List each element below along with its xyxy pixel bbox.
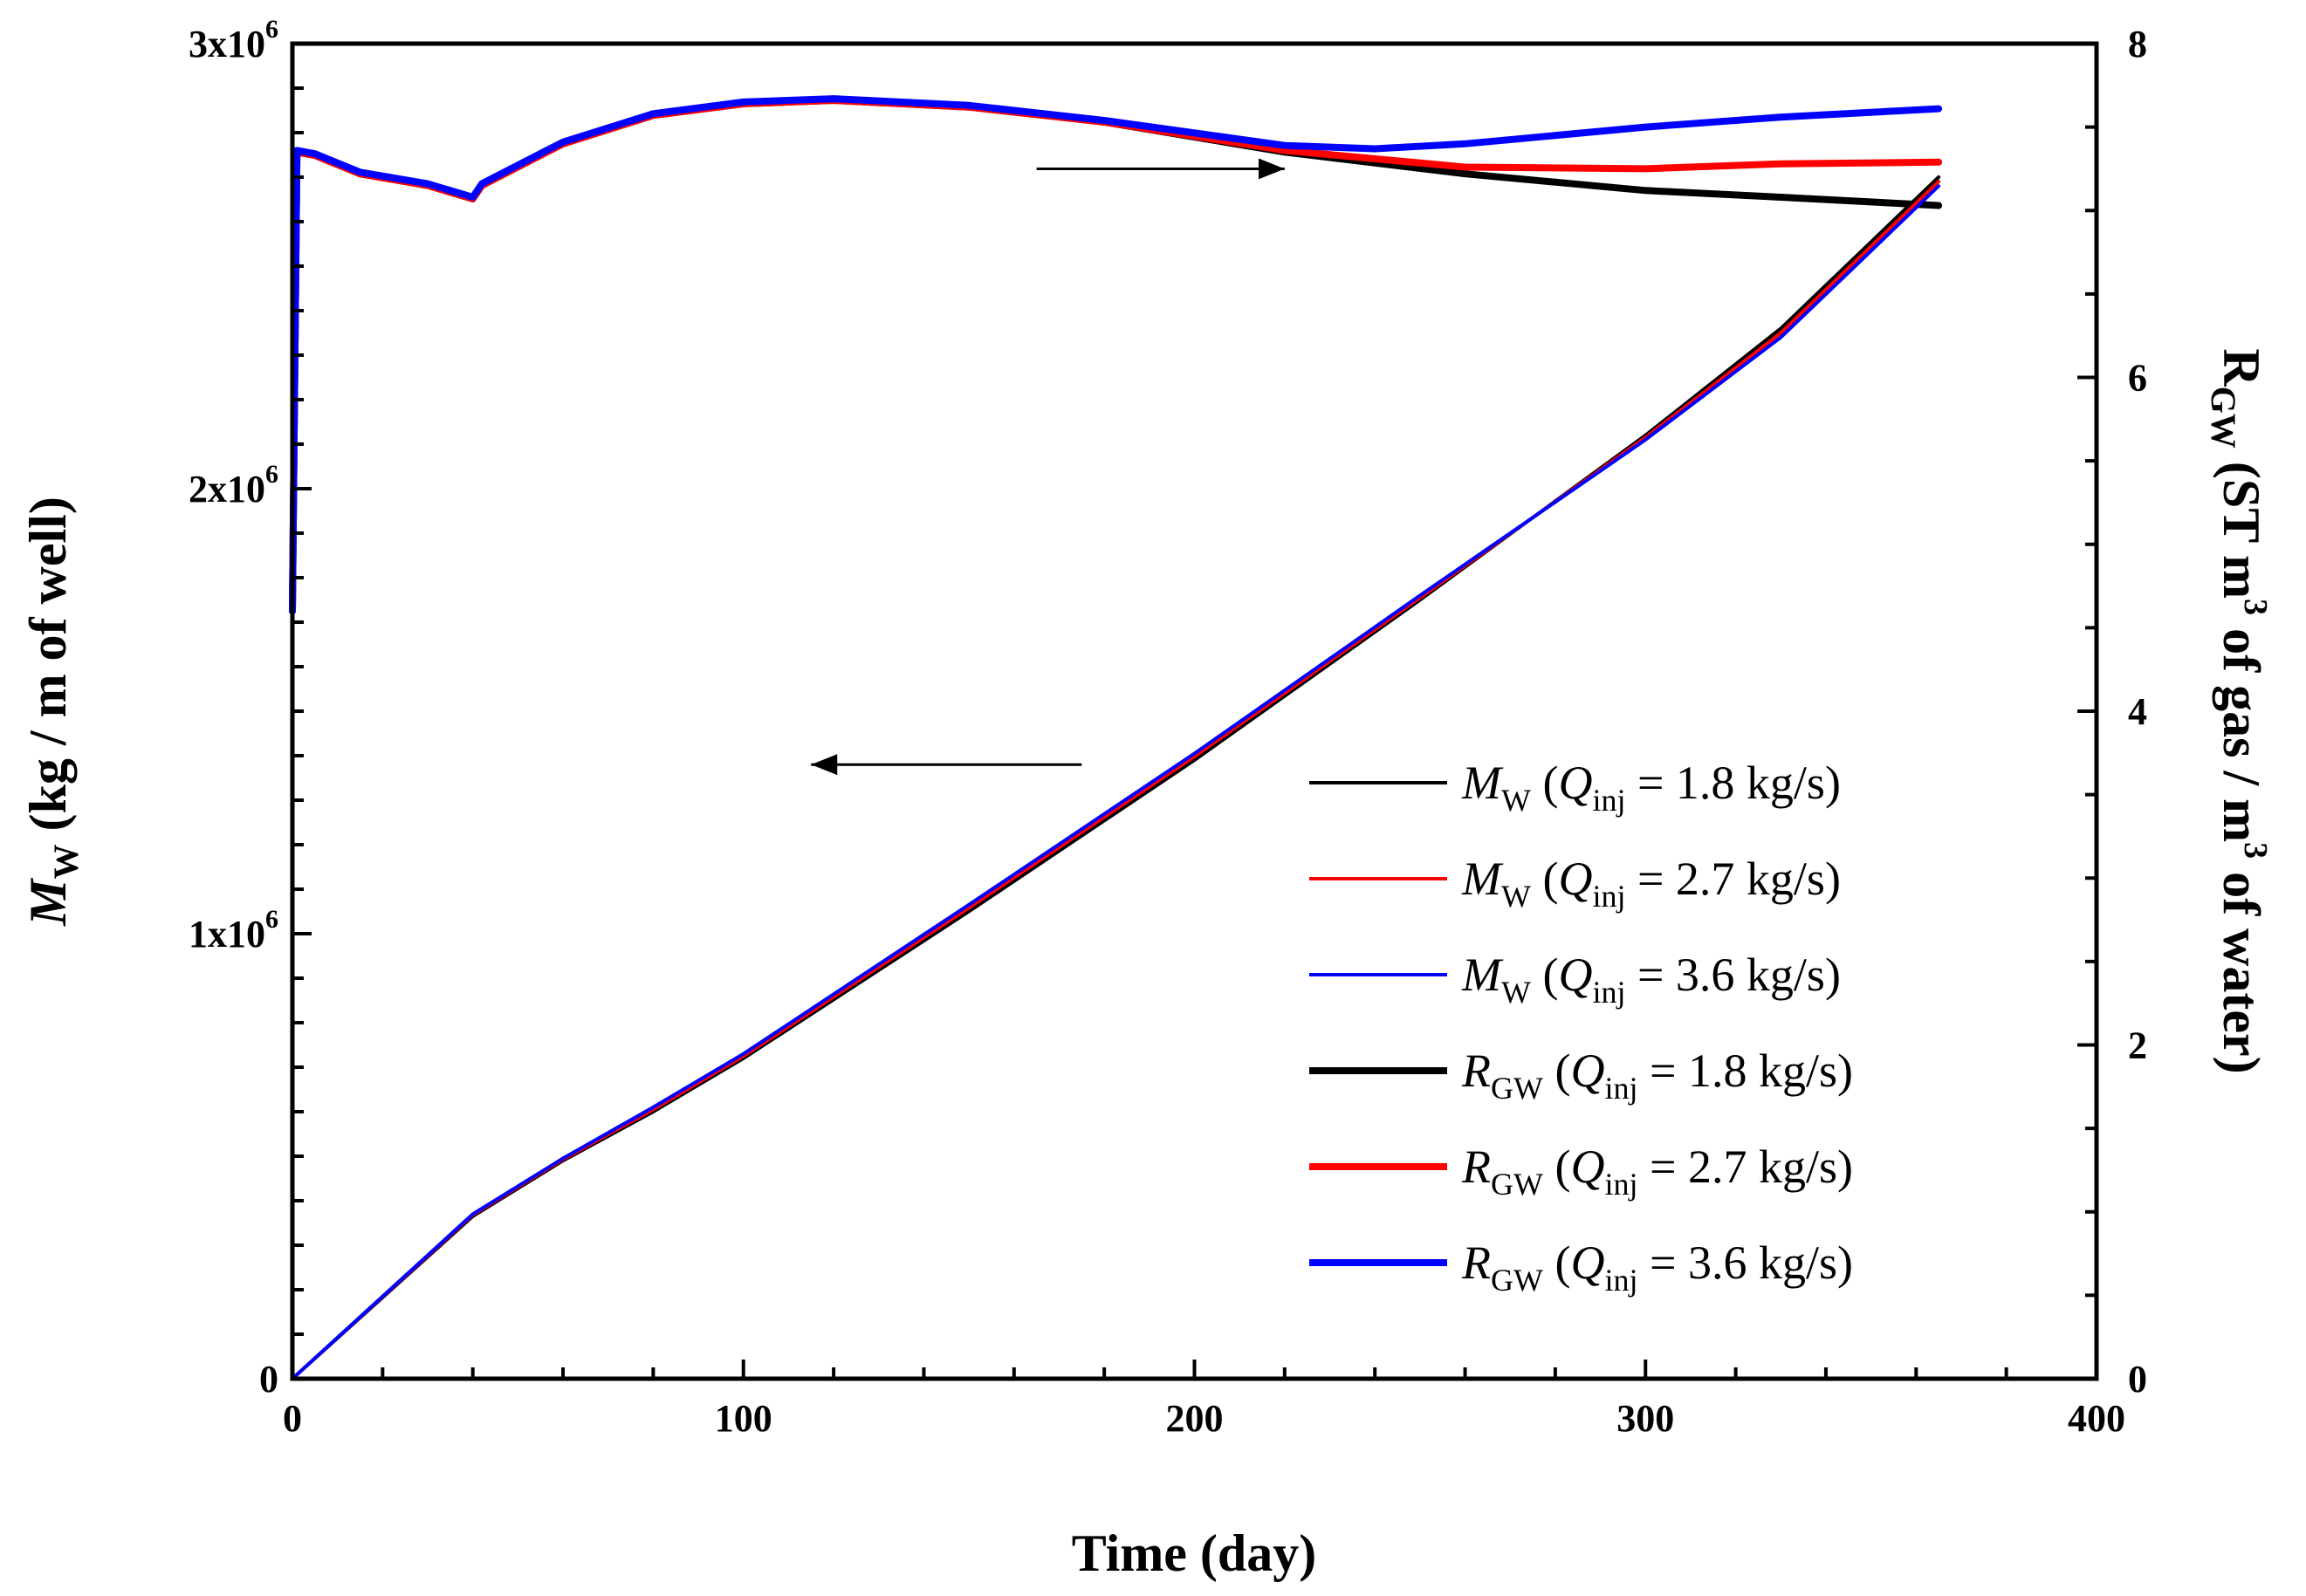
series-line-5 <box>289 97 1943 615</box>
legend: MW (Qinj = 1.8 kg/s) MW (Qinj = 2.7 kg/s)… <box>1309 757 1853 1298</box>
series-layer <box>289 95 1943 1380</box>
right-y-tick-label: 2 <box>2128 1024 2147 1067</box>
right-y-axis-title: RGW (ST m3 of gas / m3 of water) <box>2204 348 2274 1073</box>
legend-label-6: RGW (Qinj = 3.6 kg/s) <box>1461 1236 1853 1298</box>
series-line-4 <box>289 97 1943 615</box>
left-y-tick-label: 1x106 <box>189 905 278 956</box>
legend-label-5: RGW (Qinj = 2.7 kg/s) <box>1461 1140 1853 1202</box>
legend-label-4: RGW (Qinj = 1.8 kg/s) <box>1461 1045 1853 1106</box>
x-tick-label: 100 <box>715 1397 772 1440</box>
legend-label-3: MW (Qinj = 3.6 kg/s) <box>1461 949 1841 1010</box>
right-y-tick-label: 0 <box>2128 1358 2147 1401</box>
x-tick-label: 400 <box>2068 1397 2125 1440</box>
right-y-axis: 0 2 4 6 8 <box>2077 23 2147 1401</box>
left-y-tick-label: 2x106 <box>189 460 278 510</box>
annotation-layer <box>811 158 1285 776</box>
left-y-tick-label: 3x106 <box>189 15 278 65</box>
right-y-tick-label: 8 <box>2128 23 2147 65</box>
legend-label-1: MW (Qinj = 1.8 kg/s) <box>1461 757 1841 818</box>
x-axis: 0 100 200 300 400 <box>283 1360 2125 1440</box>
x-axis-title: Time (day) <box>1072 1524 1317 1582</box>
legend-label-2: MW (Qinj = 2.7 kg/s) <box>1461 853 1841 914</box>
x-tick-label: 0 <box>283 1397 302 1440</box>
x-tick-label: 300 <box>1616 1397 1674 1440</box>
series-line-3 <box>291 184 1941 1380</box>
left-y-tick-label: 0 <box>259 1358 278 1401</box>
left-y-axis-title: MW (kg / m of well) <box>19 497 86 927</box>
right-y-tick-label: 6 <box>2128 357 2147 400</box>
x-tick-label: 200 <box>1166 1397 1224 1440</box>
series-line-6 <box>289 95 1943 615</box>
left-y-axis: 0 1x106 2x106 3x106 <box>189 15 312 1401</box>
right-y-tick-label: 4 <box>2128 690 2147 733</box>
